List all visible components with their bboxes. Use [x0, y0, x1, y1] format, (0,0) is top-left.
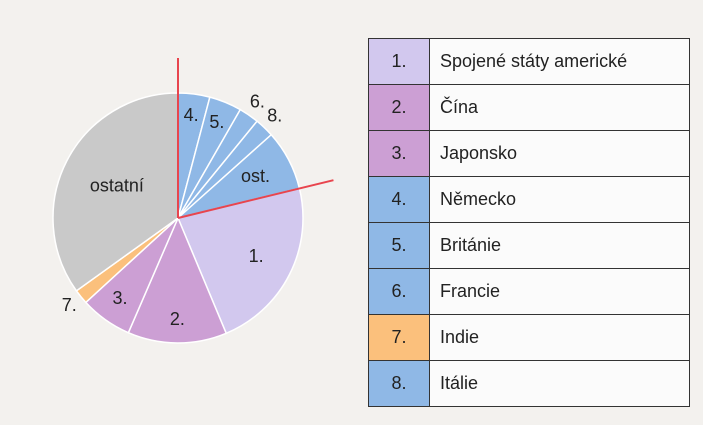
legend-number: 6.	[368, 268, 430, 315]
slice-label: 8.	[267, 106, 282, 126]
legend-name: Itálie	[429, 360, 690, 407]
pie-chart: 4. 5. 6.8. ost. 1. 2. 3. 7. ostatní	[52, 58, 334, 344]
pie-slice	[127, 216, 228, 344]
slice-label: ostatní	[90, 175, 144, 195]
legend-row: 2. Čína	[368, 84, 690, 131]
legend-number: 2.	[368, 84, 430, 131]
legend-name: Indie	[429, 314, 690, 361]
legend-number: 5.	[368, 222, 430, 269]
legend-name: Japonsko	[429, 130, 690, 177]
slice-label: 3.	[112, 288, 127, 308]
legend-name: Británie	[429, 222, 690, 269]
legend-row: 7. Indie	[368, 314, 690, 361]
legend-row: 1. Spojené státy americké	[368, 38, 690, 85]
slice-label: 2.	[170, 309, 185, 329]
legend-name: Čína	[429, 84, 690, 131]
legend-number: 1.	[368, 38, 430, 85]
slice-label: 1.	[249, 246, 264, 266]
legend-number: 8.	[368, 360, 430, 407]
legend-row: 5. Británie	[368, 222, 690, 269]
legend-row: 3. Japonsko	[368, 130, 690, 177]
group-divider	[177, 179, 334, 219]
legend-number: 3.	[368, 130, 430, 177]
legend-name: Německo	[429, 176, 690, 223]
slice-label: 5.	[209, 112, 224, 132]
legend-row: 4. Německo	[368, 176, 690, 223]
legend-row: 8. Itálie	[368, 360, 690, 407]
legend-number: 7.	[368, 314, 430, 361]
pie-slice	[176, 187, 304, 335]
legend-table: 1. Spojené státy americké 2. Čína 3. Japonsko…	[368, 38, 690, 407]
legend-row: 6. Francie	[368, 268, 690, 315]
legend-name: Spojené státy americké	[429, 38, 690, 85]
pie-slice	[52, 92, 179, 292]
legend-name: Francie	[429, 268, 690, 315]
slice-label: ost.	[241, 166, 270, 186]
legend-number: 4.	[368, 176, 430, 223]
slice-label: 6.	[250, 91, 265, 111]
slice-label: 7.	[62, 295, 77, 315]
slice-label: 4.	[184, 105, 199, 125]
